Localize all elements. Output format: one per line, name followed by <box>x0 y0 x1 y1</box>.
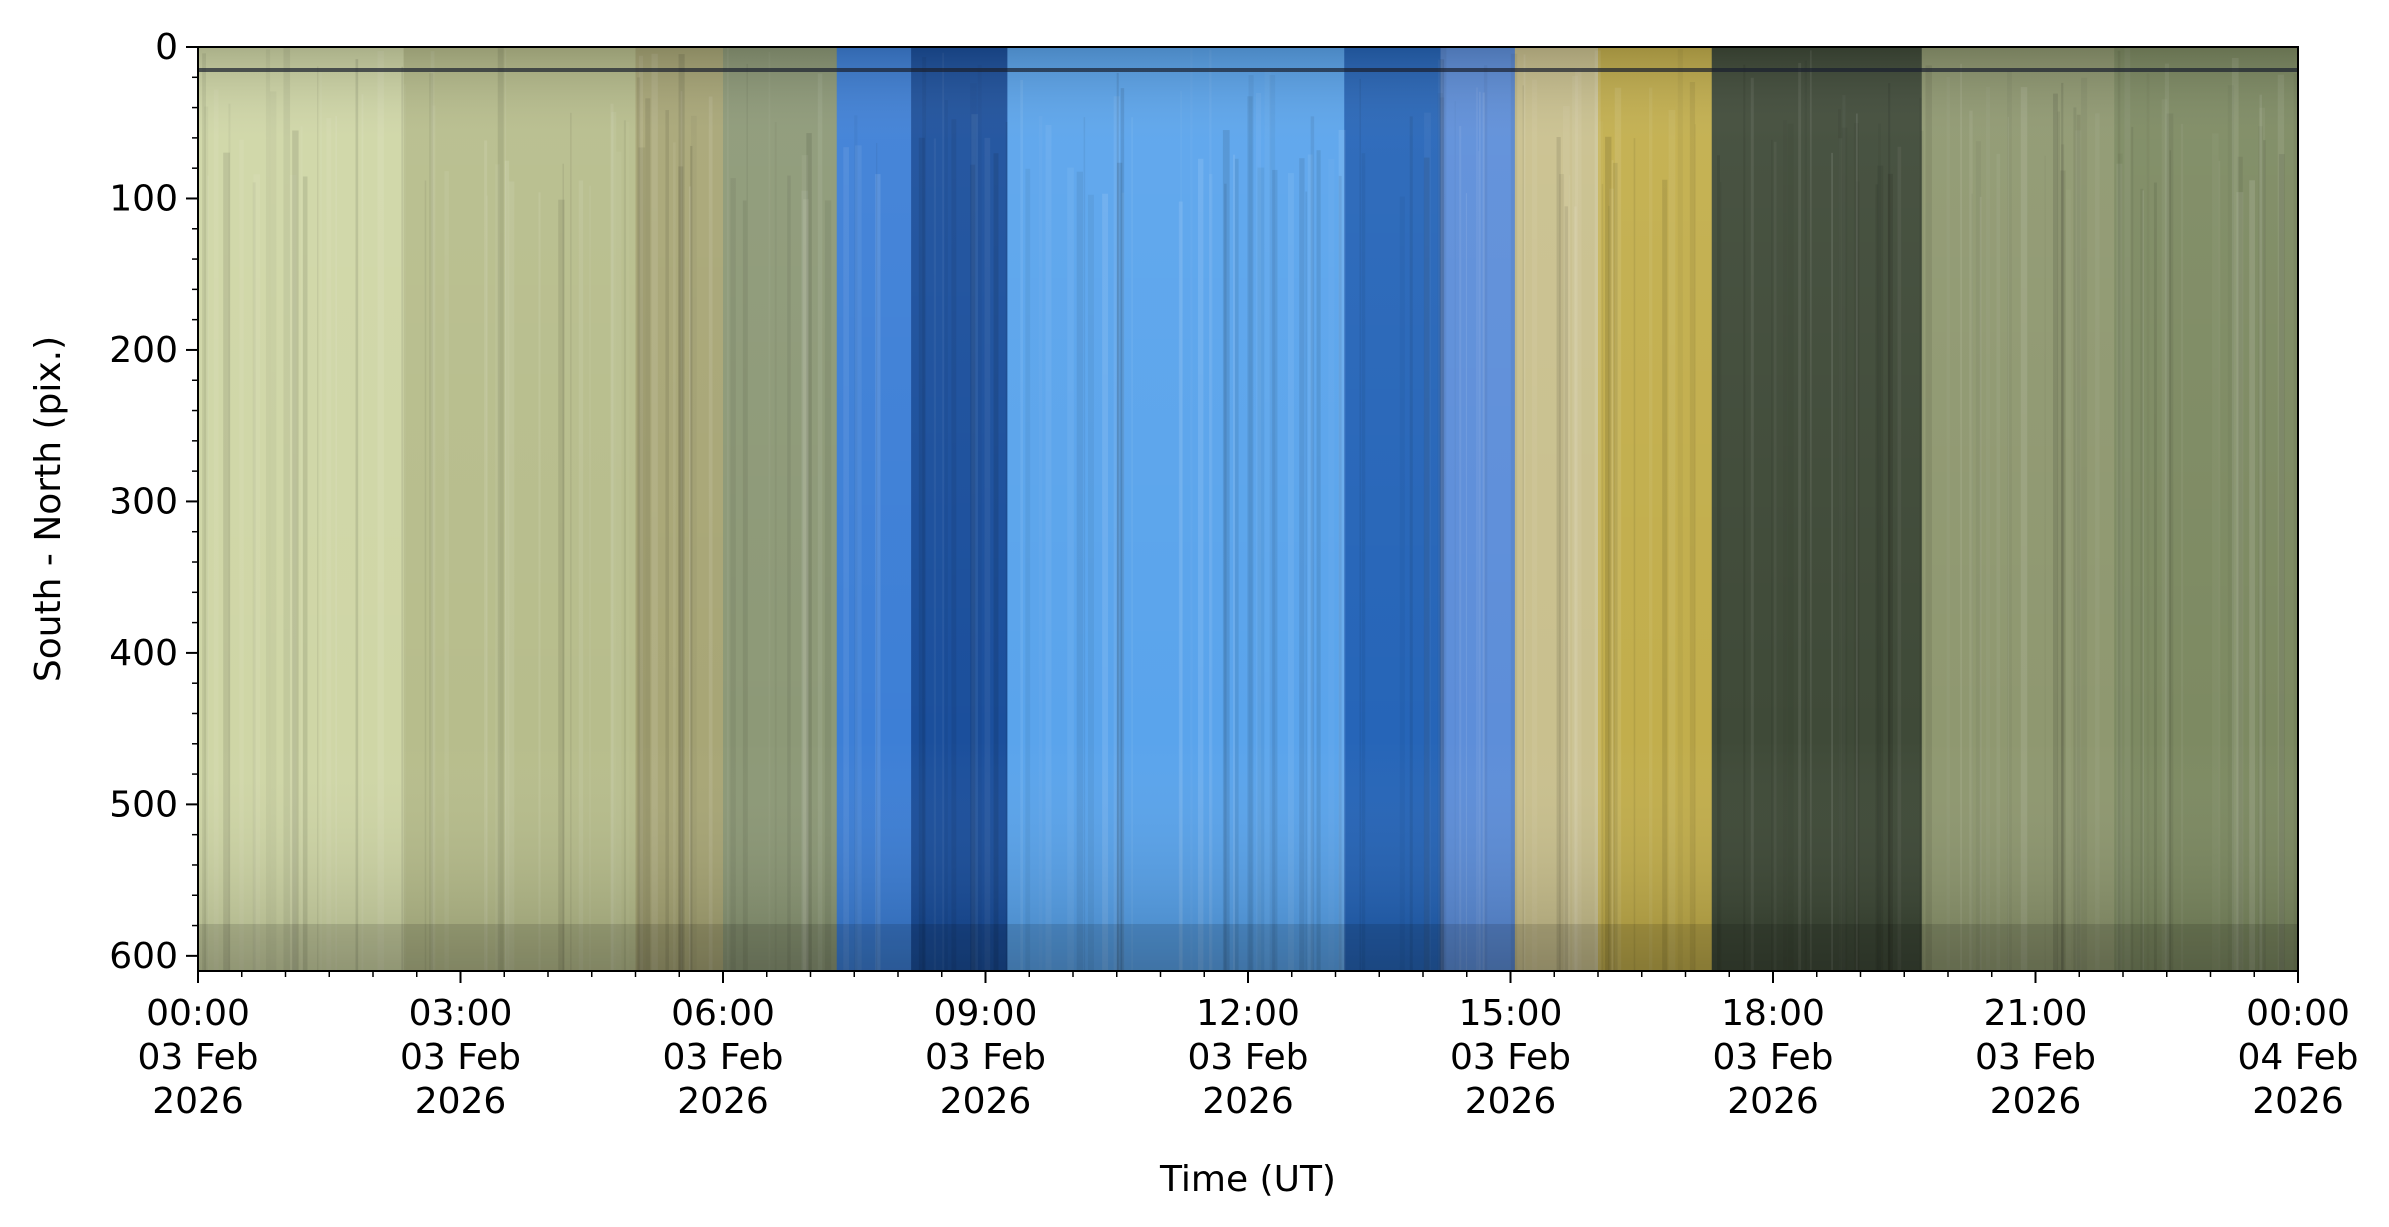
y-tick-label: 400 <box>109 633 178 674</box>
x-tick-label: 03:00 03 Feb 2026 <box>400 993 521 1122</box>
plot-area <box>198 47 2298 971</box>
y-axis: 0 100 200 300 400 500 600 <box>109 27 198 977</box>
y-tick-label: 200 <box>109 330 178 371</box>
x-tick-label: 09:00 03 Feb 2026 <box>925 993 1046 1122</box>
x-tick-label: 06:00 03 Feb 2026 <box>663 993 784 1122</box>
y-tick-label: 500 <box>109 784 178 825</box>
x-tick-label: 18:00 03 Feb 2026 <box>1713 993 1834 1122</box>
vertical-shading <box>198 47 2298 971</box>
y-axis-label: South - North (pix.) <box>28 336 69 682</box>
x-tick-label: 15:00 03 Feb 2026 <box>1450 993 1571 1122</box>
x-axis: 00:00 03 Feb 2026 03:00 03 Feb 2026 06:00 03 Fe… <box>138 971 2359 1122</box>
x-tick-label: 00:00 03 Feb 2026 <box>138 993 259 1122</box>
y-tick-label: 600 <box>109 936 178 977</box>
bottom-horizon-strip <box>198 924 2298 971</box>
x-tick-label: 00:00 04 Feb 2026 <box>2238 993 2359 1122</box>
y-tick-label: 0 <box>155 27 178 68</box>
y-tick-label: 300 <box>109 481 178 522</box>
x-tick-label: 12:00 03 Feb 2026 <box>1188 993 1309 1122</box>
y-tick-label: 100 <box>109 178 178 219</box>
top-horizon-line <box>198 68 2298 72</box>
x-tick-label: 21:00 03 Feb 2026 <box>1975 993 2096 1122</box>
x-axis-label: Time (UT) <box>1159 1159 1336 1200</box>
